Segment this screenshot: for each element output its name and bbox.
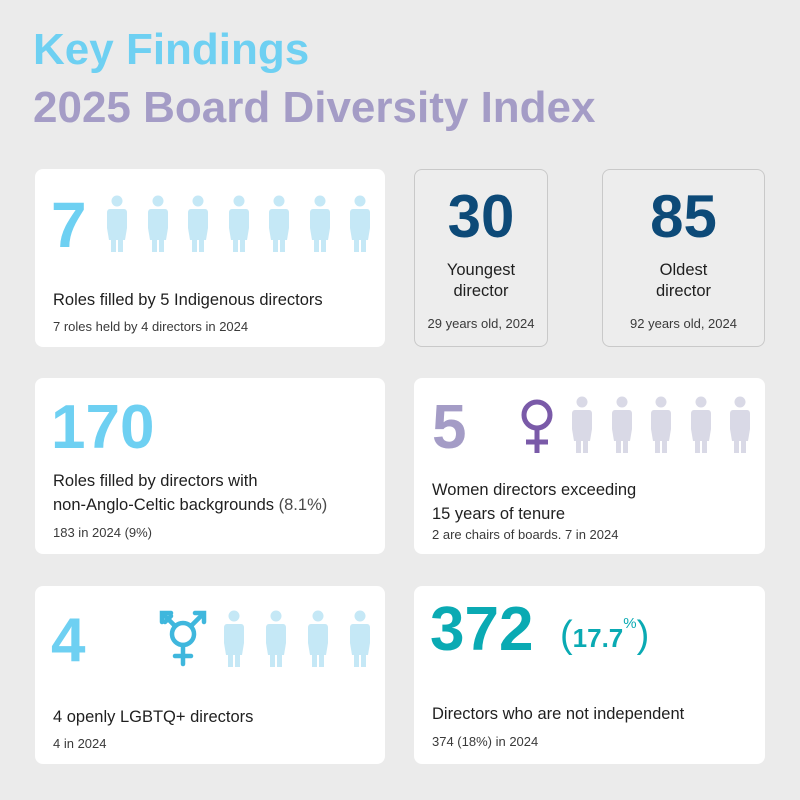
oldest-number: 85 [650, 183, 717, 250]
lgbtq-note: 4 in 2024 [53, 736, 107, 751]
person-figure-icon [266, 610, 286, 667]
youngest-note: 29 years old, 2024 [427, 316, 535, 331]
youngest-label-line1: Youngest [446, 261, 516, 279]
youngest-number: 30 [447, 183, 515, 250]
indigenous-figures [106, 195, 371, 253]
percent-value: 17.7 [572, 623, 624, 653]
women-tenure-description-line1: Women directors exceeding [432, 481, 637, 499]
person-figure-icon [572, 396, 592, 453]
non-anglo-description-line1: Roles filled by directors with [53, 472, 258, 490]
not-independent-card: 372 (17.7%) Directors who are not indepe… [414, 586, 765, 764]
person-figure-icon [308, 610, 328, 667]
youngest-card: 30 Youngest director 29 years old, 2024 [414, 169, 548, 347]
not-independent-number: 372 [430, 595, 534, 664]
person-figure-icon [224, 610, 244, 667]
women-tenure-note: 2 are chairs of boards. 7 in 2024 [432, 527, 619, 542]
person-figure-icon [269, 195, 289, 252]
person-figure-icon [690, 396, 711, 453]
person-figure-icon [651, 396, 671, 453]
oldest-label-line2: director [655, 282, 712, 300]
non-anglo-percent: (8.1%) [278, 496, 328, 514]
person-figure-icon [611, 396, 632, 453]
person-figure-icon [730, 396, 750, 453]
non-anglo-card: 170 Roles filled by directors with non-A… [35, 378, 385, 554]
indigenous-note: 7 roles held by 4 directors in 2024 [53, 319, 249, 334]
indigenous-card: 7 Roles filled by 5 Indigenous directors… [35, 169, 385, 347]
oldest-label-line1: Oldest [659, 261, 708, 279]
women-tenure-number: 5 [432, 393, 467, 462]
non-anglo-note: 183 in 2024 (9%) [53, 525, 153, 540]
person-figure-icon [350, 610, 370, 667]
indigenous-number: 7 [51, 189, 87, 261]
person-figure-icon [228, 195, 249, 252]
youngest-label-line2: director [453, 282, 509, 300]
person-figure-icon [350, 195, 370, 252]
lgbtq-card: 4 4 openly LGBTQ+ directors 4 in 2024 [35, 586, 385, 764]
oldest-card: 85 Oldest director 92 years old, 2024 [602, 169, 765, 347]
not-independent-percent: (17.7%) [560, 616, 649, 654]
lgbtq-number: 4 [51, 606, 86, 675]
person-figure-icon [188, 195, 208, 252]
non-anglo-number: 170 [51, 393, 155, 462]
women-tenure-card: 5 Women directors exceeding 15 years of … [414, 378, 765, 554]
transgender-symbol-icon [159, 610, 207, 667]
lgbtq-figures [223, 610, 371, 668]
page-subtitle: 2025 Board Diversity Index [33, 83, 596, 132]
person-figure-icon [107, 195, 127, 252]
not-independent-note: 374 (18%) in 2024 [432, 734, 539, 749]
person-figure-icon [147, 195, 168, 252]
person-figure-icon [309, 195, 330, 252]
non-anglo-description-text: non-Anglo-Celtic backgrounds [53, 496, 275, 514]
lgbtq-description: 4 openly LGBTQ+ directors [53, 708, 254, 726]
women-tenure-figures [571, 396, 751, 454]
percent-sign: % [623, 615, 637, 632]
percent-paren-open: ( [560, 614, 573, 656]
indigenous-description: Roles filled by 5 Indigenous directors [53, 291, 323, 309]
non-anglo-description-line2: non-Anglo-Celtic backgrounds (8.1%) [53, 493, 327, 517]
percent-paren-close: ) [636, 614, 650, 656]
women-tenure-description-line2: 15 years of tenure [432, 505, 565, 523]
female-symbol-icon [521, 399, 553, 453]
oldest-note: 92 years old, 2024 [630, 316, 737, 331]
page-title: Key Findings [33, 25, 310, 74]
not-independent-description: Directors who are not independent [432, 705, 685, 723]
